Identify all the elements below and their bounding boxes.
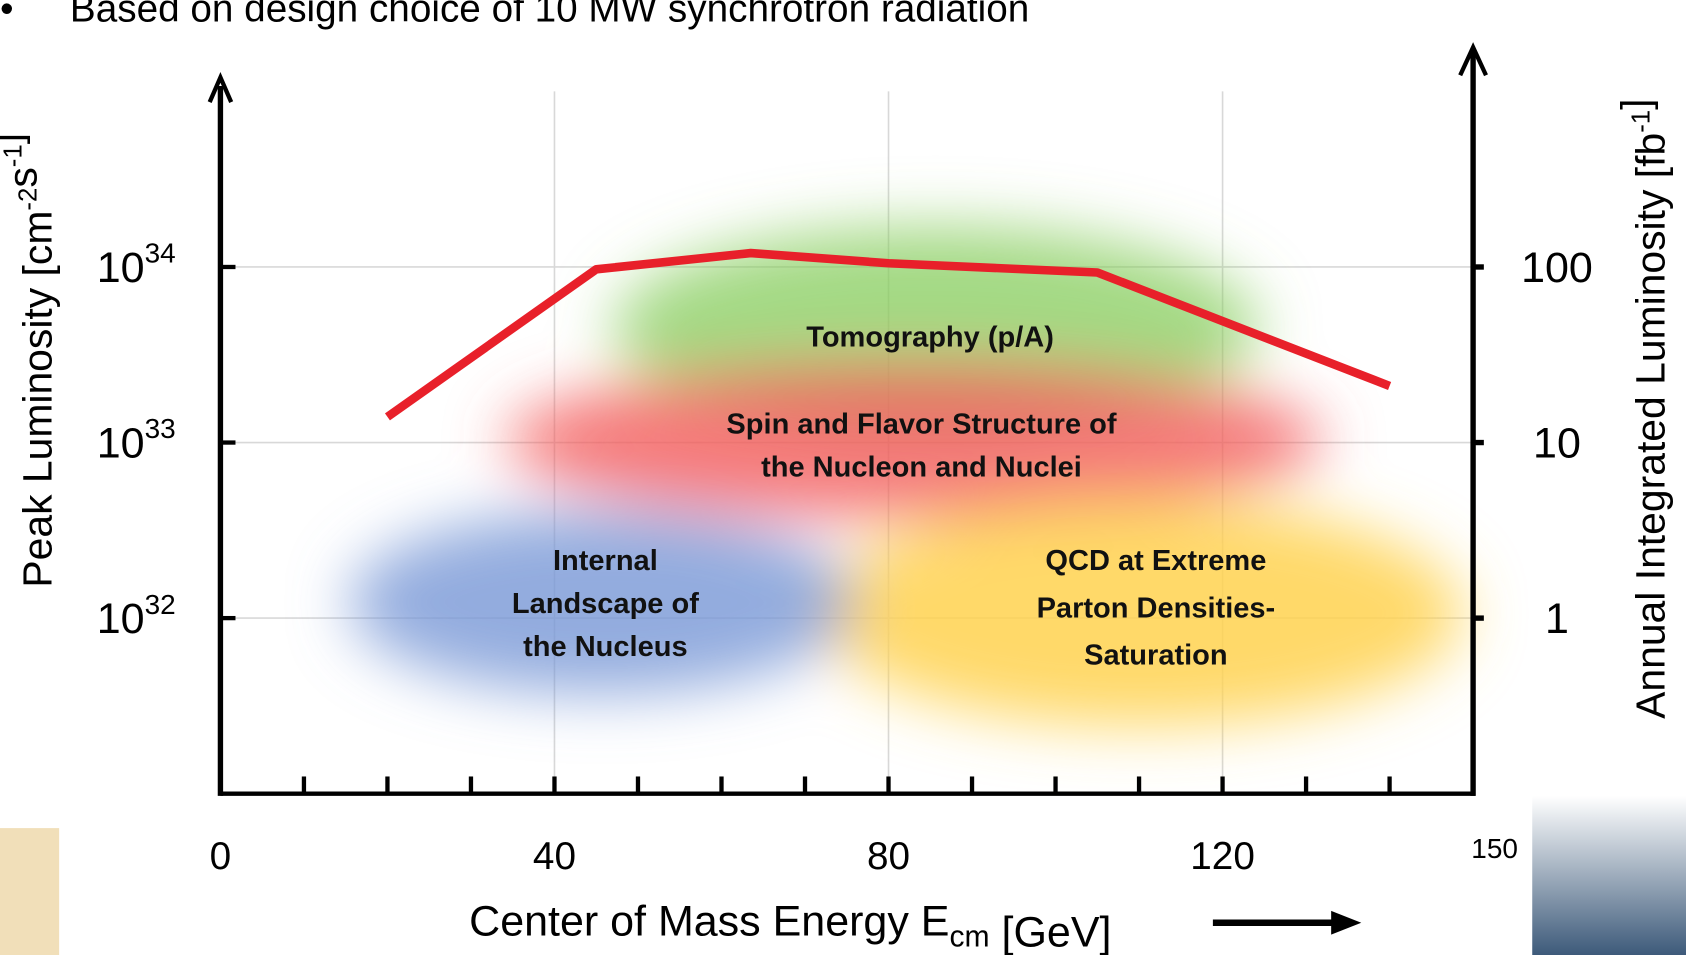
region-label: Tomography (p/A) [806, 321, 1054, 353]
x-tick-label: 0 [210, 835, 232, 878]
region-blob [505, 363, 1323, 519]
regions [349, 225, 1463, 726]
y-tick-label: 1034 [97, 238, 176, 292]
x-axis-label-part: [GeV] [990, 908, 1112, 955]
region-label: QCD at Extreme [1045, 545, 1266, 577]
region-label: the Nucleus [523, 631, 687, 663]
chart-title: Based on design choice of 10 MW synchrot… [70, 0, 1029, 31]
region-label: Spin and Flavor Structure of [726, 408, 1116, 440]
y-tick-base: 10 [97, 420, 145, 468]
region-label: Landscape of [512, 588, 699, 620]
y-tick-exponent: 34 [145, 238, 176, 269]
y2-axis-label-part: Annual Integrated Luminosity [fb [1627, 133, 1673, 719]
y-axis-label-part: Peak Luminosity [cm [15, 211, 61, 588]
y2-tick-label: 10 [1533, 420, 1581, 468]
y-axis-label-sup: -2 [15, 188, 43, 211]
bullet: • [0, 0, 14, 31]
region-label: the Nucleon and Nuclei [761, 451, 1082, 483]
y2-axis-label: Annual Integrated Luminosity [fb-1] [1612, 98, 1673, 718]
y-tick-base: 10 [97, 595, 145, 643]
x-axis-label-part: Center of Mass Energy E [469, 898, 949, 946]
corner-decoration [0, 828, 60, 955]
y-axis-label-part: ] [0, 133, 31, 144]
y-axis-label-part: s [0, 167, 46, 187]
x-tick-label: 120 [1190, 835, 1255, 878]
x-axis-label-sub: cm [949, 920, 989, 953]
x-axis-label: Center of Mass Energy Ecm [GeV] [469, 898, 1111, 955]
y-tick-base: 10 [97, 244, 145, 292]
y-axis-label: Peak Luminosity [cm-2s-1] [0, 133, 61, 588]
x-tick-label: 80 [867, 835, 910, 878]
axis-arrow [207, 72, 234, 104]
y-tick-exponent: 33 [145, 413, 176, 444]
region-blob [817, 500, 1463, 726]
x-tick-label: 150 [1471, 833, 1518, 864]
y-tick-label: 1032 [97, 589, 176, 643]
region-label: Parton Densities- [1037, 592, 1276, 624]
y2-tick-label: 1 [1545, 595, 1569, 643]
region-label: Saturation [1084, 640, 1227, 672]
y2-axis-label-sup: -1 [1627, 110, 1655, 133]
y-tick-label: 1033 [97, 413, 176, 467]
axis-arrow [1458, 42, 1488, 77]
y-tick-exponent: 32 [145, 589, 176, 620]
x-direction-arrow-head [1331, 910, 1362, 935]
y-axis-label-sup: -1 [0, 144, 28, 167]
region-label: Internal [553, 545, 658, 577]
y2-tick-label: 100 [1521, 244, 1593, 292]
corner-decoration [1532, 795, 1686, 955]
region-blob [349, 510, 855, 694]
x-tick-label: 40 [533, 835, 576, 878]
y2-axis-label-part: ] [1612, 98, 1658, 109]
data-line [384, 248, 1392, 421]
